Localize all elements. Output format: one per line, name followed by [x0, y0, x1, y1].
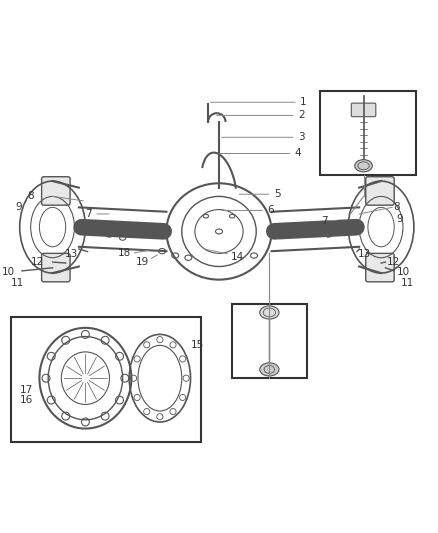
Text: 18: 18 — [117, 248, 131, 259]
FancyBboxPatch shape — [351, 103, 376, 117]
Text: 19: 19 — [136, 257, 149, 267]
Text: 2: 2 — [298, 110, 304, 120]
FancyArrowPatch shape — [274, 227, 357, 231]
Text: 13: 13 — [358, 249, 371, 259]
Bar — [11, 317, 201, 442]
Text: 11: 11 — [11, 278, 24, 288]
Bar — [320, 91, 416, 174]
Text: 5: 5 — [274, 189, 280, 199]
Text: 15: 15 — [191, 341, 204, 350]
FancyBboxPatch shape — [42, 177, 70, 205]
FancyBboxPatch shape — [42, 253, 70, 282]
Text: 8: 8 — [393, 203, 400, 212]
Text: 17: 17 — [20, 385, 33, 395]
FancyBboxPatch shape — [366, 177, 394, 205]
FancyBboxPatch shape — [366, 253, 394, 282]
Text: 4: 4 — [295, 149, 301, 158]
Text: 12: 12 — [386, 257, 399, 267]
Text: 3: 3 — [298, 132, 304, 142]
Ellipse shape — [355, 159, 372, 172]
FancyArrowPatch shape — [81, 227, 164, 231]
Text: 9: 9 — [396, 214, 403, 224]
Text: 1: 1 — [300, 97, 307, 107]
Text: 13: 13 — [65, 249, 78, 259]
Ellipse shape — [260, 306, 279, 319]
Text: 16: 16 — [20, 395, 33, 405]
Text: 12: 12 — [31, 257, 44, 267]
Bar — [232, 304, 307, 378]
Text: 7: 7 — [85, 209, 92, 219]
Text: 8: 8 — [27, 191, 34, 201]
Text: 6: 6 — [267, 205, 274, 215]
Ellipse shape — [260, 363, 279, 376]
Text: 11: 11 — [401, 278, 414, 288]
Text: 9: 9 — [15, 203, 22, 212]
Text: 10: 10 — [396, 267, 410, 277]
Text: 7: 7 — [321, 215, 328, 225]
Text: 10: 10 — [2, 267, 15, 277]
Text: 14: 14 — [231, 252, 244, 262]
